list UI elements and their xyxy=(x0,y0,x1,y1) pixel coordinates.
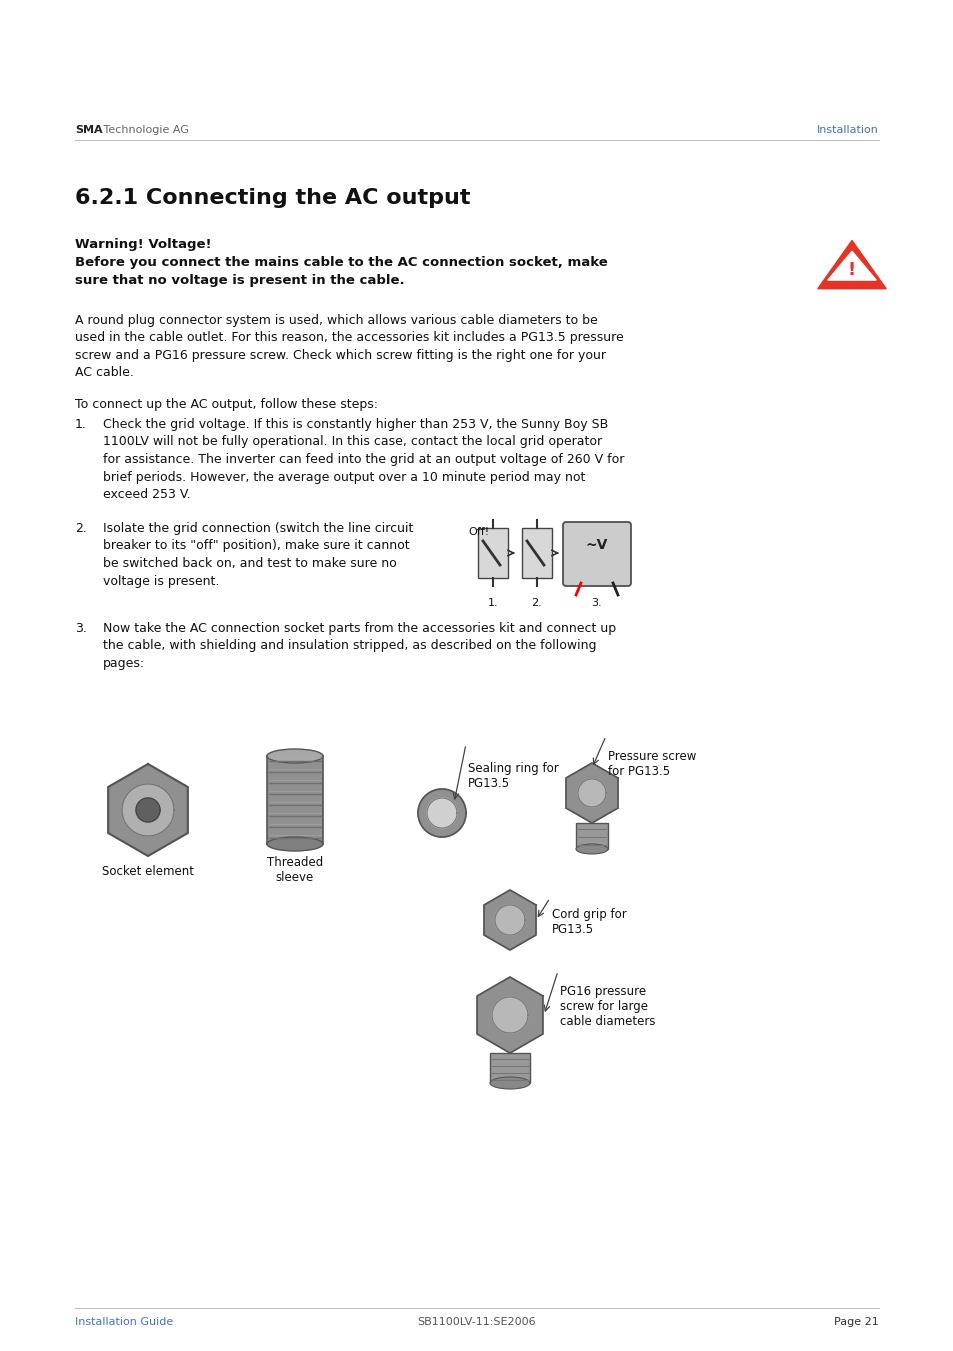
FancyBboxPatch shape xyxy=(562,521,630,586)
Text: SMA: SMA xyxy=(75,126,103,135)
Text: Sealing ring for
PG13.5: Sealing ring for PG13.5 xyxy=(468,762,558,790)
Text: 1.: 1. xyxy=(487,598,497,608)
Polygon shape xyxy=(108,765,188,857)
Text: Page 21: Page 21 xyxy=(833,1317,878,1327)
Polygon shape xyxy=(483,890,536,950)
Ellipse shape xyxy=(576,844,607,854)
Text: 6.2.1 Connecting the AC output: 6.2.1 Connecting the AC output xyxy=(75,188,470,208)
Text: Installation: Installation xyxy=(817,126,878,135)
Polygon shape xyxy=(565,763,618,823)
Ellipse shape xyxy=(490,1077,530,1089)
Text: 3.: 3. xyxy=(591,598,601,608)
Text: sure that no voltage is present in the cable.: sure that no voltage is present in the c… xyxy=(75,274,404,286)
Polygon shape xyxy=(827,251,875,280)
Bar xyxy=(490,1052,530,1084)
Text: !: ! xyxy=(847,261,855,280)
Text: SB1100LV-11:SE2006: SB1100LV-11:SE2006 xyxy=(417,1317,536,1327)
Text: ~V: ~V xyxy=(585,538,608,553)
Ellipse shape xyxy=(267,748,323,763)
Text: Threaded
sleeve: Threaded sleeve xyxy=(267,857,323,884)
Text: To connect up the AC output, follow these steps:: To connect up the AC output, follow thes… xyxy=(75,399,377,411)
Bar xyxy=(521,528,552,578)
Polygon shape xyxy=(578,780,605,807)
Polygon shape xyxy=(417,789,465,838)
Text: Before you connect the mains cable to the AC connection socket, make: Before you connect the mains cable to th… xyxy=(75,255,607,269)
Text: Warning! Voltage!: Warning! Voltage! xyxy=(75,238,212,251)
Polygon shape xyxy=(495,905,524,935)
Text: Cord grip for
PG13.5: Cord grip for PG13.5 xyxy=(552,908,626,936)
Bar xyxy=(477,528,507,578)
Polygon shape xyxy=(122,784,173,836)
Text: 2.: 2. xyxy=(531,598,542,608)
Ellipse shape xyxy=(267,838,323,851)
Text: Technologie AG: Technologie AG xyxy=(100,126,189,135)
Polygon shape xyxy=(427,798,456,828)
Polygon shape xyxy=(817,240,885,289)
Text: 3.: 3. xyxy=(75,621,87,635)
Text: Socket element: Socket element xyxy=(102,865,193,878)
Text: Pressure screw
for PG13.5: Pressure screw for PG13.5 xyxy=(607,750,696,778)
Text: 1.: 1. xyxy=(75,417,87,431)
Bar xyxy=(267,757,323,844)
Bar xyxy=(576,823,607,848)
Text: Installation Guide: Installation Guide xyxy=(75,1317,173,1327)
Text: Off!: Off! xyxy=(468,527,489,536)
Text: PG16 pressure
screw for large
cable diameters: PG16 pressure screw for large cable diam… xyxy=(559,985,655,1028)
Polygon shape xyxy=(136,798,160,821)
Polygon shape xyxy=(476,977,542,1052)
Text: 2.: 2. xyxy=(75,521,87,535)
Polygon shape xyxy=(492,997,527,1034)
Text: Isolate the grid connection (switch the line circuit
breaker to its "off" positi: Isolate the grid connection (switch the … xyxy=(103,521,413,588)
Text: A round plug connector system is used, which allows various cable diameters to b: A round plug connector system is used, w… xyxy=(75,313,623,380)
Text: Check the grid voltage. If this is constantly higher than 253 V, the Sunny Boy S: Check the grid voltage. If this is const… xyxy=(103,417,623,501)
Text: Now take the AC connection socket parts from the accessories kit and connect up
: Now take the AC connection socket parts … xyxy=(103,621,616,670)
